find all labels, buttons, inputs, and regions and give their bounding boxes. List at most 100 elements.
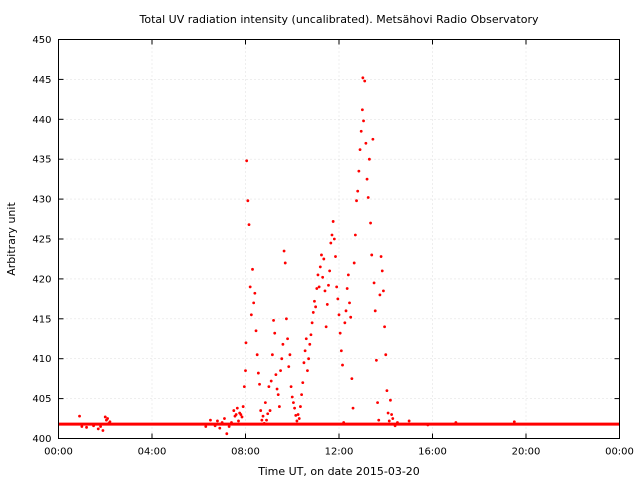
data-points bbox=[78, 76, 516, 436]
x-axis-label: Time UT, on date 2015-03-20 bbox=[257, 465, 420, 478]
data-point bbox=[263, 401, 267, 404]
data-point bbox=[324, 325, 328, 329]
x-tick-label: 16:00 bbox=[418, 447, 447, 458]
data-point bbox=[230, 421, 233, 424]
data-point bbox=[260, 418, 264, 422]
data-point bbox=[249, 313, 253, 317]
data-point bbox=[237, 419, 240, 423]
data-point bbox=[364, 141, 368, 145]
x-tick-label: 00:00 bbox=[44, 447, 73, 458]
data-point bbox=[227, 425, 231, 428]
data-point bbox=[380, 269, 384, 273]
data-point bbox=[348, 301, 351, 305]
data-point bbox=[317, 285, 321, 289]
x-axis: 00:00 04:00 08:00 12:00 16:00 20:00 00:00 bbox=[44, 39, 634, 458]
data-point bbox=[375, 358, 378, 362]
data-point bbox=[241, 405, 245, 408]
data-point bbox=[99, 425, 102, 428]
data-point bbox=[307, 357, 311, 361]
data-point bbox=[332, 237, 336, 241]
data-point bbox=[331, 220, 335, 223]
data-point bbox=[261, 414, 265, 418]
data-point bbox=[367, 157, 371, 161]
y-tick-label: 440 bbox=[32, 115, 51, 126]
data-point bbox=[244, 369, 247, 373]
data-point bbox=[270, 353, 274, 357]
data-point bbox=[343, 321, 347, 325]
data-point bbox=[342, 421, 346, 424]
data-point bbox=[385, 389, 389, 393]
data-point bbox=[255, 353, 259, 357]
data-point bbox=[297, 417, 301, 420]
data-point bbox=[339, 349, 343, 353]
y-tick-label: 450 bbox=[32, 35, 51, 46]
x-tick-label: 20:00 bbox=[512, 447, 541, 458]
data-point bbox=[372, 281, 376, 285]
data-point bbox=[315, 287, 319, 290]
data-point bbox=[96, 427, 100, 431]
data-point bbox=[269, 379, 273, 383]
data-point bbox=[387, 419, 391, 423]
data-point bbox=[265, 418, 268, 422]
data-point bbox=[370, 253, 374, 257]
data-point bbox=[396, 421, 399, 424]
y-tick-label: 410 bbox=[32, 354, 51, 365]
data-point bbox=[267, 385, 271, 389]
data-point bbox=[239, 413, 243, 416]
data-point bbox=[352, 261, 356, 265]
data-point bbox=[361, 76, 365, 80]
y-tick-label: 400 bbox=[32, 434, 51, 445]
data-point bbox=[108, 420, 112, 424]
x-tick-label: 12:00 bbox=[325, 447, 354, 458]
data-point bbox=[383, 325, 386, 329]
data-point bbox=[379, 255, 383, 258]
data-point bbox=[365, 177, 369, 181]
data-point bbox=[273, 331, 277, 335]
data-point bbox=[316, 273, 320, 277]
data-point bbox=[80, 425, 84, 428]
data-point bbox=[262, 421, 266, 425]
data-point bbox=[334, 255, 337, 258]
data-point bbox=[351, 406, 355, 410]
data-point bbox=[389, 398, 392, 402]
data-point bbox=[311, 311, 315, 314]
data-point bbox=[390, 413, 393, 416]
data-point bbox=[256, 371, 260, 375]
data-point bbox=[103, 415, 107, 419]
data-point bbox=[216, 419, 219, 423]
y-tick-label: 420 bbox=[32, 274, 51, 285]
data-point bbox=[266, 412, 270, 416]
data-point bbox=[386, 411, 390, 415]
data-point bbox=[235, 406, 239, 410]
data-point bbox=[292, 401, 295, 404]
data-point bbox=[382, 289, 385, 293]
data-point bbox=[341, 363, 344, 367]
data-point bbox=[377, 418, 381, 422]
data-point bbox=[220, 421, 224, 424]
data-point bbox=[328, 269, 332, 273]
data-point bbox=[204, 425, 208, 428]
chart-title: Total UV radiation intensity (uncalibrat… bbox=[139, 13, 539, 26]
data-point bbox=[268, 409, 272, 412]
data-point bbox=[369, 221, 372, 225]
data-point bbox=[309, 333, 313, 337]
data-point bbox=[314, 305, 318, 309]
data-point bbox=[336, 297, 340, 301]
data-point bbox=[218, 426, 222, 430]
data-point bbox=[338, 331, 342, 335]
data-point bbox=[322, 257, 326, 261]
data-point bbox=[304, 337, 308, 341]
data-point bbox=[240, 415, 244, 419]
data-point bbox=[287, 365, 291, 369]
data-point bbox=[106, 417, 109, 420]
data-point bbox=[294, 413, 298, 417]
data-point bbox=[225, 432, 229, 436]
data-point bbox=[358, 148, 362, 152]
y-tick-label: 425 bbox=[32, 235, 51, 246]
data-point bbox=[300, 393, 303, 397]
data-point bbox=[248, 285, 252, 289]
data-point bbox=[362, 119, 365, 123]
data-point bbox=[281, 342, 285, 346]
data-point bbox=[308, 342, 312, 346]
